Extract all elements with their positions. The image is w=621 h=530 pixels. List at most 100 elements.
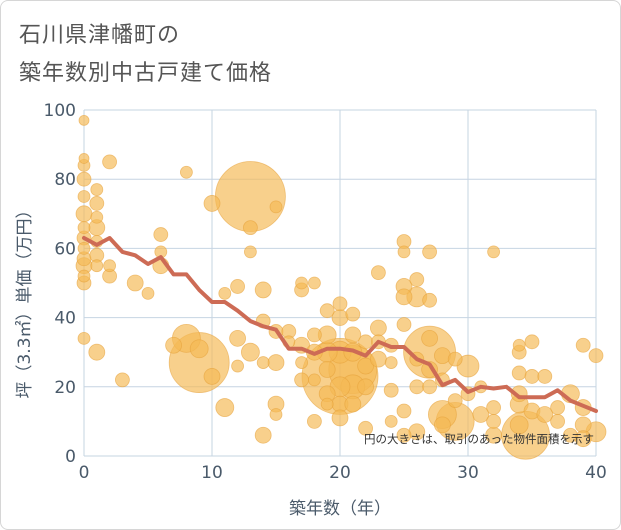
- data-bubble: [486, 400, 502, 415]
- data-bubble: [447, 351, 463, 367]
- data-bubble: [422, 244, 438, 260]
- data-bubble: [307, 373, 321, 387]
- data-bubble: [115, 372, 130, 388]
- data-bubble: [320, 397, 334, 411]
- data-bubble: [77, 221, 91, 235]
- data-bubble: [563, 427, 578, 443]
- data-bubble: [243, 245, 257, 259]
- data-bubble: [319, 303, 335, 319]
- chart-title-line2: 築年数別中古戸建て価格: [19, 61, 273, 86]
- y-axis-label: 坪（3.3㎡）単価（万円）: [15, 201, 35, 398]
- data-bubble: [215, 398, 235, 417]
- data-bubble: [422, 379, 438, 395]
- bubble-size-note: 円の大きさは、取引のあった物件面積を示す: [364, 432, 594, 446]
- data-bubble: [524, 334, 540, 350]
- x-tick-label: 10: [201, 463, 223, 483]
- grid-lines: [83, 109, 597, 457]
- data-bubble: [256, 356, 270, 369]
- data-bubble: [75, 205, 93, 223]
- trend-layer: [82, 236, 598, 413]
- data-bubble: [396, 427, 412, 443]
- y-tick-label: 60: [54, 239, 76, 259]
- x-tick-label: 30: [457, 463, 479, 483]
- bubble-layer: [75, 114, 607, 460]
- data-bubble: [511, 365, 527, 381]
- data-bubble: [396, 317, 412, 332]
- data-bubble: [103, 259, 116, 273]
- data-bubble: [409, 272, 425, 287]
- data-bubble: [294, 372, 310, 388]
- data-bubble: [218, 286, 232, 300]
- data-bubble: [395, 288, 413, 306]
- data-bubble: [90, 259, 104, 273]
- data-bubble: [318, 361, 336, 378]
- data-bubble: [537, 369, 553, 384]
- data-bubble: [384, 356, 398, 369]
- data-bubble: [77, 241, 91, 255]
- data-bubble: [422, 292, 438, 308]
- data-bubble: [88, 343, 106, 361]
- data-bubble: [203, 195, 221, 212]
- data-bubble: [397, 245, 411, 259]
- data-bubble: [357, 378, 375, 396]
- data-bubble: [76, 171, 92, 187]
- data-bubble: [550, 400, 565, 415]
- data-bubble: [575, 337, 591, 353]
- data-bubble: [383, 382, 399, 398]
- data-bubble: [269, 408, 283, 421]
- data-bubble: [126, 274, 144, 292]
- y-tick-label: 20: [54, 378, 76, 398]
- data-bubble: [331, 409, 349, 427]
- data-bubble: [509, 415, 529, 435]
- data-bubble: [240, 342, 260, 362]
- data-bubble: [487, 245, 501, 259]
- data-bubble: [254, 281, 272, 299]
- data-bubble: [358, 420, 374, 436]
- y-tick-label: 0: [65, 447, 76, 467]
- data-bubble: [231, 359, 245, 373]
- data-bubble: [396, 403, 412, 419]
- data-bubble: [433, 347, 451, 365]
- chart-title-line1: 石川県津幡町の: [19, 23, 181, 48]
- x-axis-label: 築年数（年）: [289, 499, 391, 519]
- data-bubble: [230, 279, 246, 294]
- data-bubble: [369, 319, 387, 337]
- data-bubble: [344, 326, 362, 344]
- data-bubble: [254, 426, 272, 444]
- data-bubble: [269, 200, 283, 214]
- data-bubble: [512, 338, 526, 352]
- data-bubble: [370, 265, 386, 281]
- data-bubble: [242, 220, 258, 236]
- data-bubble: [307, 276, 321, 290]
- data-bubble: [78, 114, 90, 126]
- data-bubble: [295, 276, 309, 290]
- y-tick-label: 80: [54, 170, 76, 190]
- data-bubble: [203, 368, 221, 385]
- data-bubble: [267, 354, 285, 371]
- data-bubble: [433, 416, 451, 434]
- data-bubble: [472, 406, 490, 423]
- data-bubble: [77, 269, 91, 283]
- data-bubble: [78, 153, 90, 164]
- y-tick-label: 100: [44, 101, 76, 121]
- average-price-line: [82, 236, 598, 413]
- data-bubble: [358, 334, 374, 350]
- data-bubble: [369, 350, 387, 368]
- data-bubble: [77, 190, 91, 203]
- y-tick-label: 40: [54, 309, 76, 329]
- data-bubble: [153, 227, 169, 242]
- data-bubble: [344, 395, 362, 413]
- data-bubble: [102, 154, 117, 170]
- data-bubble: [332, 296, 348, 312]
- data-bubble: [409, 379, 425, 395]
- data-bubble: [524, 369, 540, 384]
- data-bubble: [90, 210, 104, 224]
- data-bubble: [141, 286, 155, 300]
- data-bubble: [447, 393, 463, 409]
- data-bubble: [306, 327, 322, 343]
- data-bubble: [77, 331, 91, 345]
- data-bubble: [536, 406, 554, 423]
- data-bubble: [189, 339, 209, 359]
- data-bubble: [421, 329, 439, 347]
